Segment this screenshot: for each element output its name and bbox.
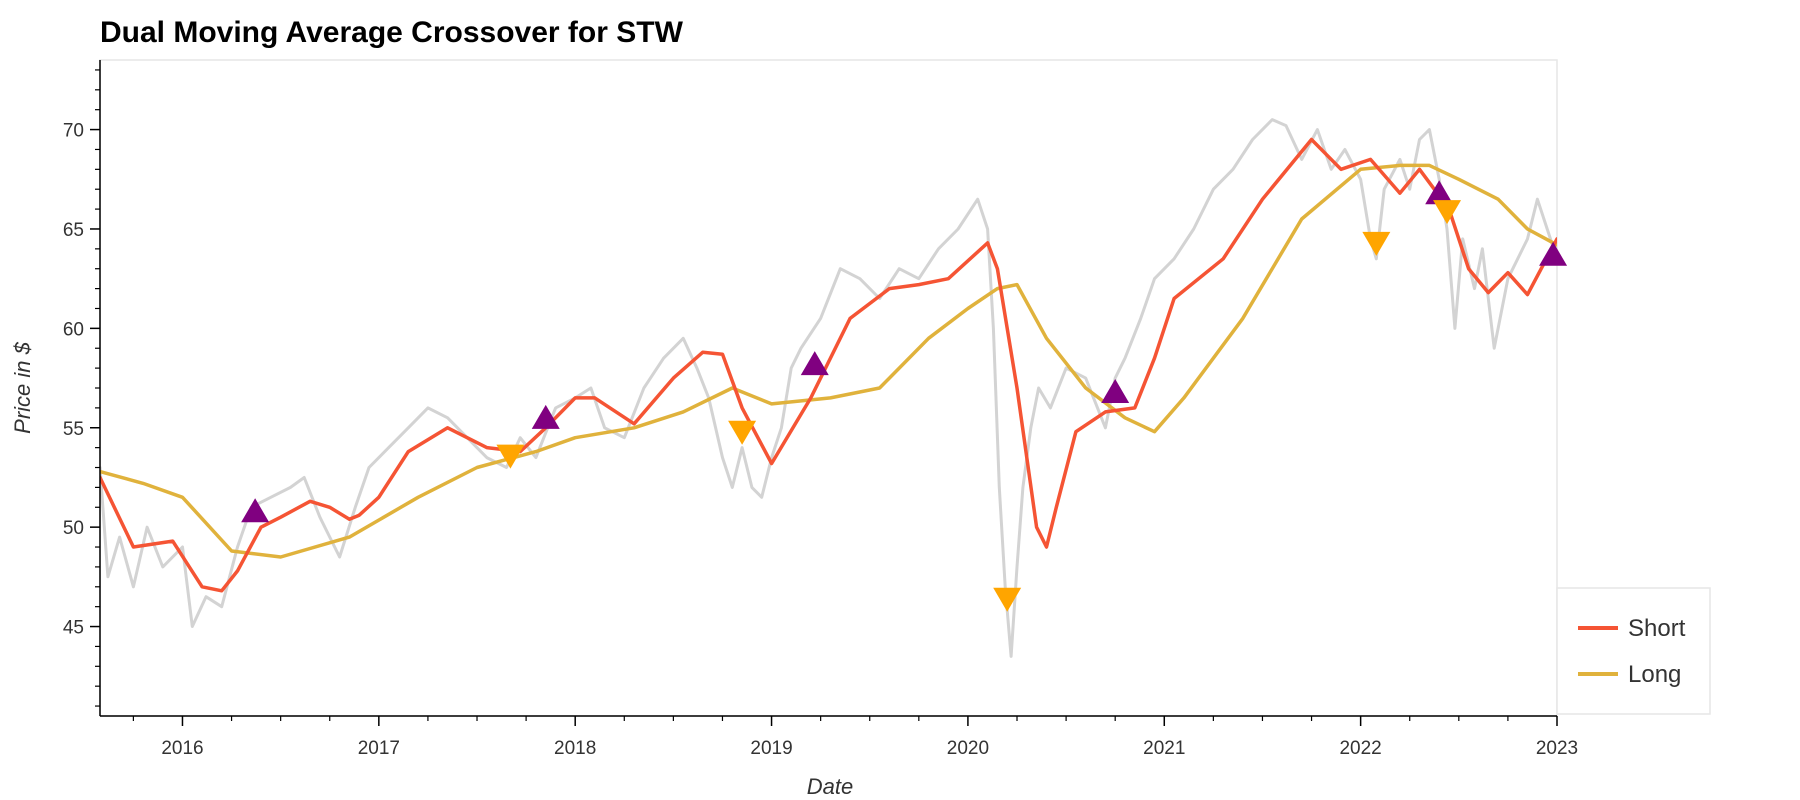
y-tick-label: 45	[63, 618, 84, 639]
x-axis-label: Date	[807, 774, 853, 799]
x-tick-label: 2016	[161, 738, 203, 759]
buy-signal-marker	[531, 404, 560, 429]
buy-signal-marker	[1425, 180, 1454, 205]
y-tick-label: 50	[63, 518, 84, 539]
sell-signal-marker	[496, 444, 525, 469]
y-axis-label: Price in $	[10, 341, 35, 433]
series-line-long	[100, 163, 1557, 559]
x-tick-label: 2019	[750, 738, 792, 759]
sell-signal-marker	[993, 587, 1022, 612]
series-line-price	[100, 118, 1557, 658]
y-tick-label: 65	[63, 220, 84, 241]
sell-signal-marker	[1433, 200, 1462, 225]
legend-label-long: Long	[1628, 661, 1681, 688]
y-tick-label: 55	[63, 419, 84, 440]
axes-layer: 45 50 55 60 65 70 2016 2017 2018 2019 2020 2021 2022…	[63, 60, 1578, 759]
legend-box	[1556, 587, 1711, 715]
series-line-short	[100, 137, 1557, 593]
x-tick-label: 2017	[358, 738, 400, 759]
series-layer	[100, 118, 1557, 658]
sell-signal-marker	[1362, 231, 1391, 256]
buy-signal-marker	[1101, 378, 1130, 403]
y-tick-label: 70	[63, 121, 84, 142]
signals-layer	[241, 180, 1568, 612]
x-tick-label: 2022	[1339, 738, 1381, 759]
x-tick-label: 2021	[1143, 738, 1185, 759]
buy-signal-marker	[1539, 241, 1568, 266]
buy-signal-marker	[800, 351, 829, 376]
legend: Short Long	[1556, 587, 1711, 715]
x-tick-label: 2018	[554, 738, 596, 759]
chart-title: Dual Moving Average Crossover for STW	[100, 16, 684, 49]
buy-signal-marker	[241, 498, 270, 523]
sell-signal-marker	[728, 420, 757, 445]
x-tick-label: 2023	[1536, 738, 1578, 759]
y-tick-label: 60	[63, 319, 84, 340]
x-tick-label: 2020	[947, 738, 989, 759]
legend-label-short: Short	[1628, 615, 1686, 642]
plot-frame	[99, 59, 1558, 717]
